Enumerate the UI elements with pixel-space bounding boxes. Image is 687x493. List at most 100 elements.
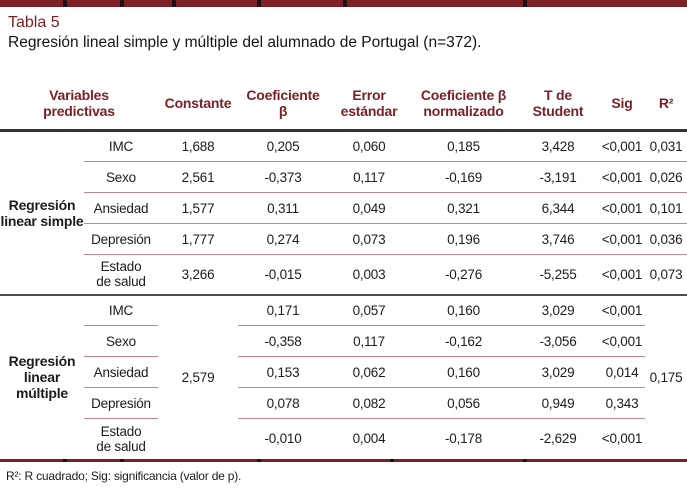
cell-coef-norm: -0,276 — [410, 254, 517, 296]
cell-variable: Sexo — [84, 325, 158, 357]
cell-variable: IMC — [84, 294, 158, 326]
cell-t: 3,428 — [517, 130, 599, 162]
cell-t: 3,746 — [517, 223, 599, 255]
cell-t: -3,191 — [517, 161, 599, 193]
table-row: Regresión linear múltiple IMC 2,579 0,17… — [0, 294, 687, 401]
cell-error: 0,062 — [328, 356, 410, 388]
cell-coef-norm: 0,196 — [410, 223, 517, 255]
col-header-error: Error estándar — [328, 79, 410, 132]
cell-sig: <0,001 — [601, 431, 643, 447]
cell-coef-norm: -0,162 — [410, 325, 517, 357]
bar-tick — [523, 458, 527, 462]
cell-r2: 0,101 — [645, 192, 687, 224]
cell-variable: IMC — [84, 130, 158, 162]
cell-constante: 2,561 — [158, 161, 238, 193]
bar-tick — [63, 458, 67, 462]
col-header-coef-normalizado-label: Coeficiente β normalizado — [420, 87, 507, 119]
cell-variable: Sexo — [84, 161, 158, 193]
cell-variable: Ansiedad — [84, 192, 158, 224]
cell-coef: 0,171 — [238, 294, 328, 326]
cell-t: 3,029 — [517, 294, 599, 326]
cell-sig: <0,001 — [599, 254, 645, 296]
header-row: Variables predictivas Constante Coeficie… — [0, 79, 687, 132]
cell-constante: 1,577 — [158, 192, 238, 224]
top-ornament-bar — [0, 0, 687, 7]
cell-coef-norm: -0,178 — [444, 431, 483, 447]
table-subtitle: Regresión lineal simple y múltiple del a… — [8, 34, 482, 51]
cell-r2-merged: 0,175 — [649, 369, 683, 385]
cell-t: -5,255 — [517, 254, 599, 296]
cell-variable: Estado de salud — [84, 419, 158, 459]
cell-error: 0,117 — [328, 161, 410, 193]
col-header-constante: Constante — [158, 79, 238, 132]
cell-coef-norm: 0,160 — [410, 356, 517, 388]
table-row: Depresión 0,078 0,082 0,056 0,949 0,343 — [0, 387, 687, 419]
cell-r2: 0,036 — [645, 223, 687, 255]
cell-error: 0,003 — [328, 254, 410, 296]
cell-constante: 1,777 — [158, 223, 238, 255]
cell-variable: Depresión — [84, 223, 158, 255]
cell-sig: <0,001 — [599, 161, 645, 193]
cell-t: 3,029 — [517, 356, 599, 388]
cell-coef-norm: 0,056 — [410, 387, 517, 419]
cell-r2: 0,026 — [645, 161, 687, 193]
cell-variable-label: Estado de salud — [96, 423, 146, 454]
cell-constante: 1,688 — [158, 130, 238, 162]
bar-tick — [63, 0, 67, 7]
cell-coef: 0,205 — [238, 130, 328, 162]
col-header-coeficiente: Coeficiente β — [238, 79, 328, 132]
group-label-simple: Regresión linear simple — [0, 130, 84, 296]
table-row: Sexo 2,561 -0,373 0,117 -0,169 -3,191 <0… — [0, 161, 687, 193]
cell-constante-merged: 2,579 — [181, 369, 215, 385]
table-row: Estado de salud -0,010 0,004 -0,178 -2,6… — [0, 419, 687, 459]
cell-error: 0,117 — [328, 325, 410, 357]
cell-error: 0,073 — [328, 223, 410, 255]
cell-constante: 3,266 — [158, 254, 238, 296]
cell-coef: -0,010 — [264, 431, 302, 447]
bar-tick — [390, 458, 394, 462]
cell-error: 0,049 — [328, 192, 410, 224]
cell-variable-label: Estado de salud — [96, 259, 146, 290]
cell-sig: 0,014 — [599, 356, 645, 388]
cell-coef: -0,358 — [238, 325, 328, 357]
bottom-ornament-bar — [0, 458, 687, 462]
cell-coef: -0,373 — [238, 161, 328, 193]
cell-coef-norm: -0,169 — [410, 161, 517, 193]
table-row: Estado de salud 3,266 -0,015 0,003 -0,27… — [0, 254, 687, 296]
cell-sig: <0,001 — [599, 294, 645, 326]
cell-coef: 0,153 — [238, 356, 328, 388]
table-row: Ansiedad 1,577 0,311 0,049 0,321 6,344 <… — [0, 192, 687, 224]
table-row: Regresión linear simple IMC 1,688 0,205 … — [0, 130, 687, 296]
bar-tick — [523, 0, 527, 7]
col-header-t-student-label: T de Student — [532, 87, 584, 119]
cell-coef: 0,078 — [238, 387, 328, 419]
cell-sig: 0,343 — [599, 387, 645, 419]
cell-coef-norm: 0,321 — [410, 192, 517, 224]
group-label-multiple: Regresión linear múltiple — [8, 353, 76, 401]
bar-tick — [120, 0, 124, 7]
cell-error: 0,057 — [328, 294, 410, 326]
col-header-sig: Sig — [599, 79, 645, 132]
cell-error: 0,060 — [328, 130, 410, 162]
bar-tick — [120, 458, 124, 462]
table-footnote: R²: R cuadrado; Sig: significancia (valo… — [6, 468, 242, 483]
cell-t: 6,344 — [517, 192, 599, 224]
regression-table: Variables predictivas Constante Coeficie… — [0, 79, 687, 459]
col-header-t-student: T de Student — [517, 79, 599, 132]
table-row: Depresión 1,777 0,274 0,073 0,196 3,746 … — [0, 223, 687, 255]
cell-t: -2,629 — [539, 431, 577, 447]
table-row: Sexo -0,358 0,117 -0,162 -3,056 <0,001 — [0, 325, 687, 357]
bar-tick — [172, 0, 176, 7]
bar-tick — [343, 0, 347, 7]
cell-error: 0,082 — [328, 387, 410, 419]
cell-r2: 0,031 — [645, 130, 687, 162]
cell-variable: Depresión — [84, 387, 158, 419]
col-header-error-label: Error estándar — [340, 87, 398, 119]
cell-coef: -0,015 — [238, 254, 328, 296]
cell-sig: <0,001 — [599, 192, 645, 224]
cell-r2: 0,073 — [645, 254, 687, 296]
cell-sig: <0,001 — [599, 130, 645, 162]
col-header-variables-label: Variables predictivas — [43, 87, 115, 119]
table-row: Ansiedad 0,153 0,062 0,160 3,029 0,014 — [0, 356, 687, 388]
table-title: Tabla 5 — [8, 14, 60, 31]
